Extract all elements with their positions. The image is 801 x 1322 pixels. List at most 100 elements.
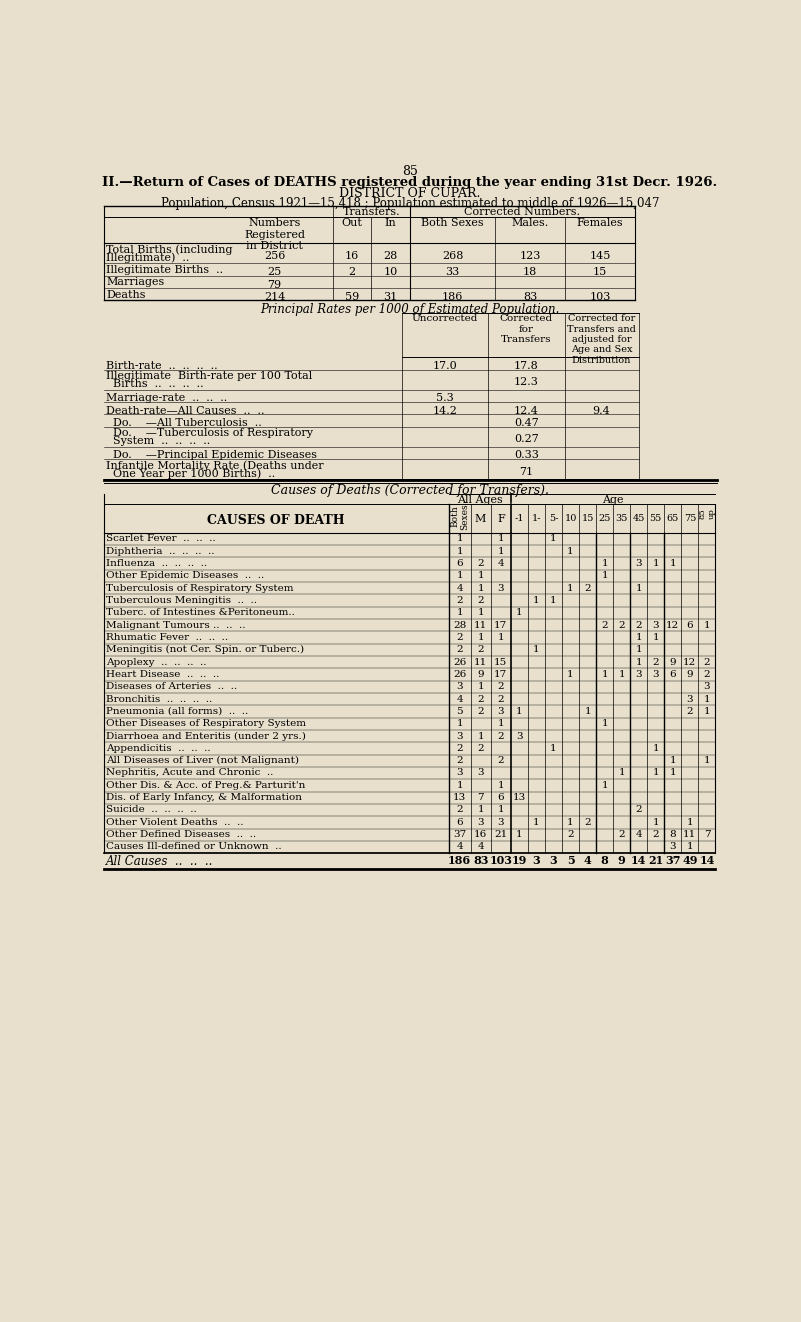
Text: 7: 7: [703, 830, 710, 839]
Text: 186: 186: [442, 292, 464, 301]
Text: One Year per 1000 Births)  ..: One Year per 1000 Births) ..: [107, 468, 276, 479]
Text: 1: 1: [516, 707, 523, 717]
Text: 3: 3: [516, 731, 523, 740]
Text: 3: 3: [457, 768, 463, 777]
Text: System  ..  ..  ..  ..: System .. .. .. ..: [107, 436, 211, 446]
Text: Tuberculosis of Respiratory System: Tuberculosis of Respiratory System: [107, 584, 294, 592]
Text: 11: 11: [474, 657, 487, 666]
Text: Numbers
Registered
in District: Numbers Registered in District: [244, 218, 305, 251]
Text: 1: 1: [457, 547, 463, 555]
Text: 2: 2: [567, 830, 574, 839]
Text: Other Violent Deaths  ..  ..: Other Violent Deaths .. ..: [107, 818, 244, 826]
Text: 1: 1: [602, 559, 608, 568]
Text: 71: 71: [519, 467, 533, 477]
Text: 2: 2: [457, 744, 463, 752]
Text: Dis. of Early Infancy, & Malformation: Dis. of Early Infancy, & Malformation: [107, 793, 302, 802]
Text: 1: 1: [497, 633, 504, 642]
Text: 145: 145: [590, 251, 610, 260]
Text: 16: 16: [474, 830, 487, 839]
Text: 2: 2: [457, 645, 463, 654]
Text: 1: 1: [516, 830, 523, 839]
Text: 1: 1: [602, 781, 608, 789]
Text: Males.: Males.: [512, 218, 549, 227]
Text: Do.    —Principal Epidemic Diseases: Do. —Principal Epidemic Diseases: [107, 451, 317, 460]
Text: 17: 17: [494, 670, 507, 680]
Text: 2: 2: [653, 830, 659, 839]
Text: 2: 2: [703, 657, 710, 666]
Text: 4: 4: [584, 855, 591, 866]
Text: 2: 2: [348, 267, 356, 278]
Text: 1: 1: [703, 694, 710, 703]
Text: Nephritis, Acute and Chronic  ..: Nephritis, Acute and Chronic ..: [107, 768, 274, 777]
Text: 3: 3: [457, 682, 463, 691]
Text: 6: 6: [497, 793, 504, 802]
Text: 2: 2: [457, 756, 463, 765]
Text: Diarrhoea and Enteritis (under 2 yrs.): Diarrhoea and Enteritis (under 2 yrs.): [107, 731, 306, 740]
Text: 18: 18: [523, 267, 537, 278]
Text: 25: 25: [598, 514, 611, 524]
Text: 16: 16: [345, 251, 359, 260]
Text: 268: 268: [442, 251, 464, 260]
Text: 1: 1: [618, 768, 625, 777]
Text: 2: 2: [477, 596, 484, 605]
Text: 85: 85: [402, 165, 418, 177]
Text: 1: 1: [567, 584, 574, 592]
Text: 2: 2: [477, 694, 484, 703]
Text: Deaths: Deaths: [107, 290, 146, 300]
Text: 2: 2: [477, 559, 484, 568]
Text: 5-: 5-: [549, 514, 558, 524]
Text: 1: 1: [653, 633, 659, 642]
Text: 2: 2: [618, 620, 625, 629]
Text: 17.8: 17.8: [514, 361, 539, 371]
Text: 3: 3: [653, 670, 659, 680]
Text: 2: 2: [602, 620, 608, 629]
Text: Other Dis. & Acc. of Preg.& Parturit'n: Other Dis. & Acc. of Preg.& Parturit'n: [107, 781, 306, 789]
Text: 1: 1: [567, 670, 574, 680]
Text: 3: 3: [686, 694, 693, 703]
Text: Illegitimate Births  ..: Illegitimate Births ..: [107, 264, 223, 275]
Text: 9: 9: [670, 657, 676, 666]
Text: Births  ..  ..  ..  ..: Births .. .. .. ..: [107, 379, 204, 389]
Text: 14.2: 14.2: [433, 406, 457, 416]
Text: Do.    —Tuberculosis of Respiratory: Do. —Tuberculosis of Respiratory: [107, 428, 313, 438]
Text: 10: 10: [384, 267, 398, 278]
Text: Corrected for
Transfers and
adjusted for
Age and Sex
Distribution: Corrected for Transfers and adjusted for…: [567, 315, 636, 365]
Text: Corrected Numbers.: Corrected Numbers.: [465, 208, 581, 217]
Text: 17.0: 17.0: [433, 361, 457, 371]
Text: 12.3: 12.3: [514, 377, 539, 387]
Text: 13: 13: [453, 793, 466, 802]
Text: 3: 3: [549, 855, 557, 866]
Text: 26: 26: [453, 657, 466, 666]
Text: Apoplexy  ..  ..  ..  ..: Apoplexy .. .. .. ..: [107, 657, 207, 666]
Text: 6: 6: [457, 818, 463, 826]
Text: DISTRICT OF CUPAR.: DISTRICT OF CUPAR.: [340, 188, 481, 200]
Text: 15: 15: [494, 657, 507, 666]
Text: 1: 1: [533, 818, 540, 826]
Text: 3: 3: [497, 584, 504, 592]
Text: Tuberc. of Intestines &Peritoneum..: Tuberc. of Intestines &Peritoneum..: [107, 608, 296, 617]
Text: 1: 1: [550, 744, 557, 752]
Text: 2: 2: [497, 731, 504, 740]
Text: 3: 3: [635, 670, 642, 680]
Text: 79: 79: [268, 279, 282, 290]
Text: 1: 1: [457, 571, 463, 580]
Text: 1: 1: [497, 781, 504, 789]
Text: 2: 2: [497, 694, 504, 703]
Text: 1: 1: [703, 756, 710, 765]
Text: Diseases of Arteries  ..  ..: Diseases of Arteries .. ..: [107, 682, 237, 691]
Text: 4: 4: [635, 830, 642, 839]
Text: 4: 4: [477, 842, 484, 851]
Text: Other Diseases of Respiratory System: Other Diseases of Respiratory System: [107, 719, 306, 728]
Text: Transfers.: Transfers.: [343, 208, 400, 217]
Text: Suicide  ..  ..  ..  ..: Suicide .. .. .. ..: [107, 805, 197, 814]
Text: Heart Disease  ..  ..  ..: Heart Disease .. .. ..: [107, 670, 219, 680]
Text: 4: 4: [457, 584, 463, 592]
Text: 3: 3: [653, 620, 659, 629]
Text: 2: 2: [653, 657, 659, 666]
Text: Corrected
for
Transfers: Corrected for Transfers: [500, 315, 553, 344]
Text: 1: 1: [477, 584, 484, 592]
Text: Diphtheria  ..  ..  ..  ..: Diphtheria .. .. .. ..: [107, 547, 215, 555]
Text: 123: 123: [520, 251, 541, 260]
Text: 11: 11: [474, 620, 487, 629]
Text: 6: 6: [686, 620, 693, 629]
